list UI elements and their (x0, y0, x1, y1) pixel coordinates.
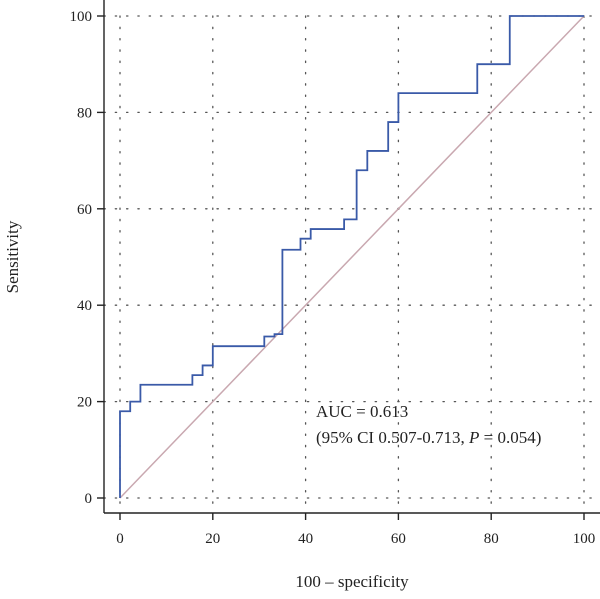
x-axis-label: 100 – specificity (295, 572, 409, 591)
y-tick-label-0: 0 (85, 491, 93, 507)
x-tick-label-1: 20 (205, 531, 220, 547)
y-tick-label-5: 100 (70, 9, 93, 25)
ci-annotation-prefix: (95% CI 0.507-0.713, (316, 428, 469, 447)
y-tick-label-1: 20 (77, 395, 92, 411)
axes: 0 20 40 60 80 100 0 20 40 60 80 100 (70, 0, 600, 547)
series-layer (119, 15, 585, 499)
x-tick-label-0: 0 (116, 531, 124, 547)
x-tick-label-2: 40 (298, 531, 313, 547)
y-tick-label-2: 40 (77, 298, 92, 314)
y-tick-label-4: 80 (77, 105, 92, 121)
x-tick-label-5: 100 (573, 531, 596, 547)
x-tick-label-4: 80 (484, 531, 499, 547)
roc-curve-line (119, 15, 584, 498)
ci-annotation-suffix: = 0.054) (479, 428, 541, 447)
auc-annotation: AUC = 0.613 (316, 402, 408, 421)
ci-annotation: (95% CI 0.507-0.713, P = 0.054) (316, 428, 541, 447)
x-tick-label-3: 60 (391, 531, 406, 547)
y-tick-label-3: 60 (77, 202, 92, 218)
grid-lines (103, 15, 597, 514)
y-axis-label: Sensitivity (3, 220, 22, 293)
reference-diagonal-line (119, 15, 585, 499)
p-symbol: P (468, 428, 479, 447)
